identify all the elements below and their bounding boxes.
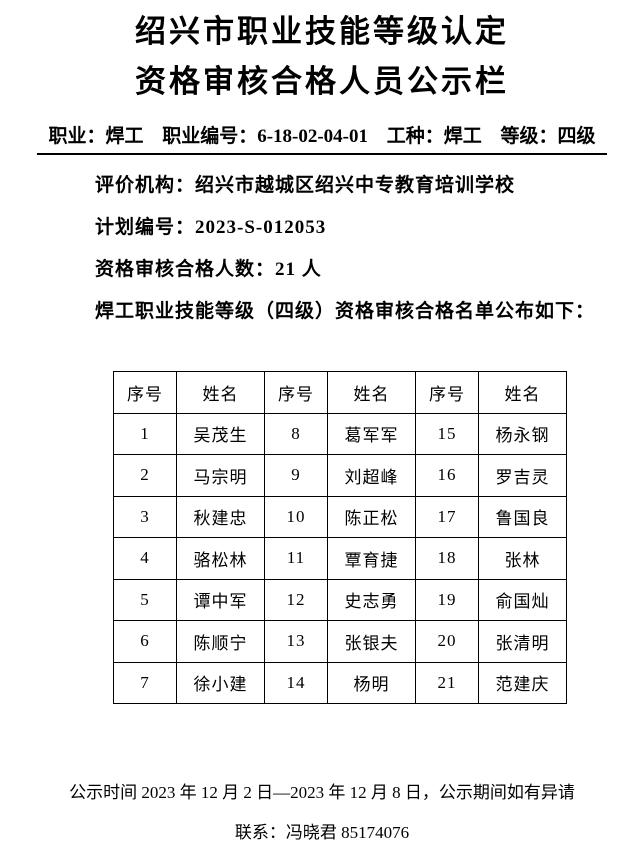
serial-cell: 18 <box>415 537 479 580</box>
occupation-info-line: 职业：焊工 职业编号：6-18-02-04-01 工种：焊工 等级：四级 <box>37 124 607 155</box>
footer-notice: 公示时间 2023 年 12 月 2 日—2023 年 12 月 8 日，公示期… <box>69 783 575 802</box>
serial-cell: 5 <box>113 578 177 621</box>
serial-header-cell: 序号 <box>415 371 479 414</box>
footer-contact: 联系：冯晓君 85174076 <box>234 823 410 842</box>
serial-cell: 10 <box>264 495 328 538</box>
serial-cell: 8 <box>264 412 328 455</box>
occupation-field: 职业：焊工 <box>48 126 144 147</box>
serial-cell: 4 <box>113 537 177 580</box>
name-cell: 范建庆 <box>478 661 567 704</box>
table-row: 6 陈顺宁 13 张银夫 20 张清明 <box>113 620 567 663</box>
serial-cell: 16 <box>415 454 479 497</box>
serial-header-cell: 序号 <box>113 371 177 414</box>
table-row: 1 吴茂生 8 葛军军 15 杨永钢 <box>113 412 567 455</box>
name-cell: 葛军军 <box>327 412 416 455</box>
table-row: 7 徐小建 14 杨明 21 范建庆 <box>113 661 567 704</box>
name-cell: 罗吉灵 <box>478 454 567 497</box>
roster-table: 序号 姓名 序号 姓名 序号 姓名 1 吴茂生 8 葛军军 15 杨永钢 2 马宗明 9 刘超峰 16 罗吉灵 3 秋… <box>113 371 567 704</box>
level-field: 等级：四级 <box>500 126 596 147</box>
name-cell: 覃育捷 <box>327 537 416 580</box>
serial-cell: 9 <box>264 454 328 497</box>
serial-cell: 3 <box>113 495 177 538</box>
name-cell: 马宗明 <box>176 454 265 497</box>
name-cell: 俞国灿 <box>478 578 567 621</box>
name-cell: 杨明 <box>327 661 416 704</box>
name-cell: 谭中军 <box>176 578 265 621</box>
occupation-code-field: 职业编号：6-18-02-04-01 <box>162 126 369 147</box>
name-cell: 杨永钢 <box>478 412 567 455</box>
name-cell: 骆松林 <box>176 537 265 580</box>
serial-cell: 12 <box>264 578 328 621</box>
name-cell: 陈顺宁 <box>176 620 265 663</box>
table-header-row: 序号 姓名 序号 姓名 序号 姓名 <box>113 371 567 414</box>
serial-cell: 6 <box>113 620 177 663</box>
serial-cell: 17 <box>415 495 479 538</box>
serial-cell: 14 <box>264 661 328 704</box>
detail-pass-count: 资格审核合格人数：21 人 <box>95 259 322 280</box>
name-cell: 秋建忠 <box>176 495 265 538</box>
serial-cell: 20 <box>415 620 479 663</box>
name-header-cell: 姓名 <box>327 371 416 414</box>
name-header-cell: 姓名 <box>176 371 265 414</box>
work-type-field: 工种：焊工 <box>386 126 482 147</box>
page-title-line-1: 绍兴市职业技能等级认定 <box>135 14 509 49</box>
name-cell: 史志勇 <box>327 578 416 621</box>
table-row: 4 骆松林 11 覃育捷 18 张林 <box>113 537 567 580</box>
serial-cell: 11 <box>264 537 328 580</box>
name-cell: 张林 <box>478 537 567 580</box>
detail-evaluation-org: 评价机构：绍兴市越城区绍兴中专教育培训学校 <box>95 175 516 196</box>
serial-cell: 13 <box>264 620 328 663</box>
name-cell: 鲁国良 <box>478 495 567 538</box>
name-header-cell: 姓名 <box>478 371 567 414</box>
serial-header-cell: 序号 <box>264 371 328 414</box>
page-title-line-2: 资格审核合格人员公示栏 <box>135 64 509 99</box>
name-cell: 张清明 <box>478 620 567 663</box>
serial-cell: 7 <box>113 661 177 704</box>
serial-cell: 15 <box>415 412 479 455</box>
name-cell: 张银夫 <box>327 620 416 663</box>
name-cell: 吴茂生 <box>176 412 265 455</box>
occupation-info-row: 职业：焊工 职业编号：6-18-02-04-01 工种：焊工 等级：四级 <box>0 124 644 155</box>
serial-cell: 19 <box>415 578 479 621</box>
detail-list-intro: 焊工职业技能等级（四级）资格审核合格名单公布如下： <box>95 301 596 322</box>
serial-cell: 2 <box>113 454 177 497</box>
name-cell: 徐小建 <box>176 661 265 704</box>
serial-cell: 21 <box>415 661 479 704</box>
table-row: 5 谭中军 12 史志勇 19 俞国灿 <box>113 578 567 621</box>
table-row: 2 马宗明 9 刘超峰 16 罗吉灵 <box>113 454 567 497</box>
table-row: 3 秋建忠 10 陈正松 17 鲁国良 <box>113 495 567 538</box>
serial-cell: 1 <box>113 412 177 455</box>
name-cell: 刘超峰 <box>327 454 416 497</box>
name-cell: 陈正松 <box>327 495 416 538</box>
detail-plan-number: 计划编号：2023-S-012053 <box>95 217 327 238</box>
